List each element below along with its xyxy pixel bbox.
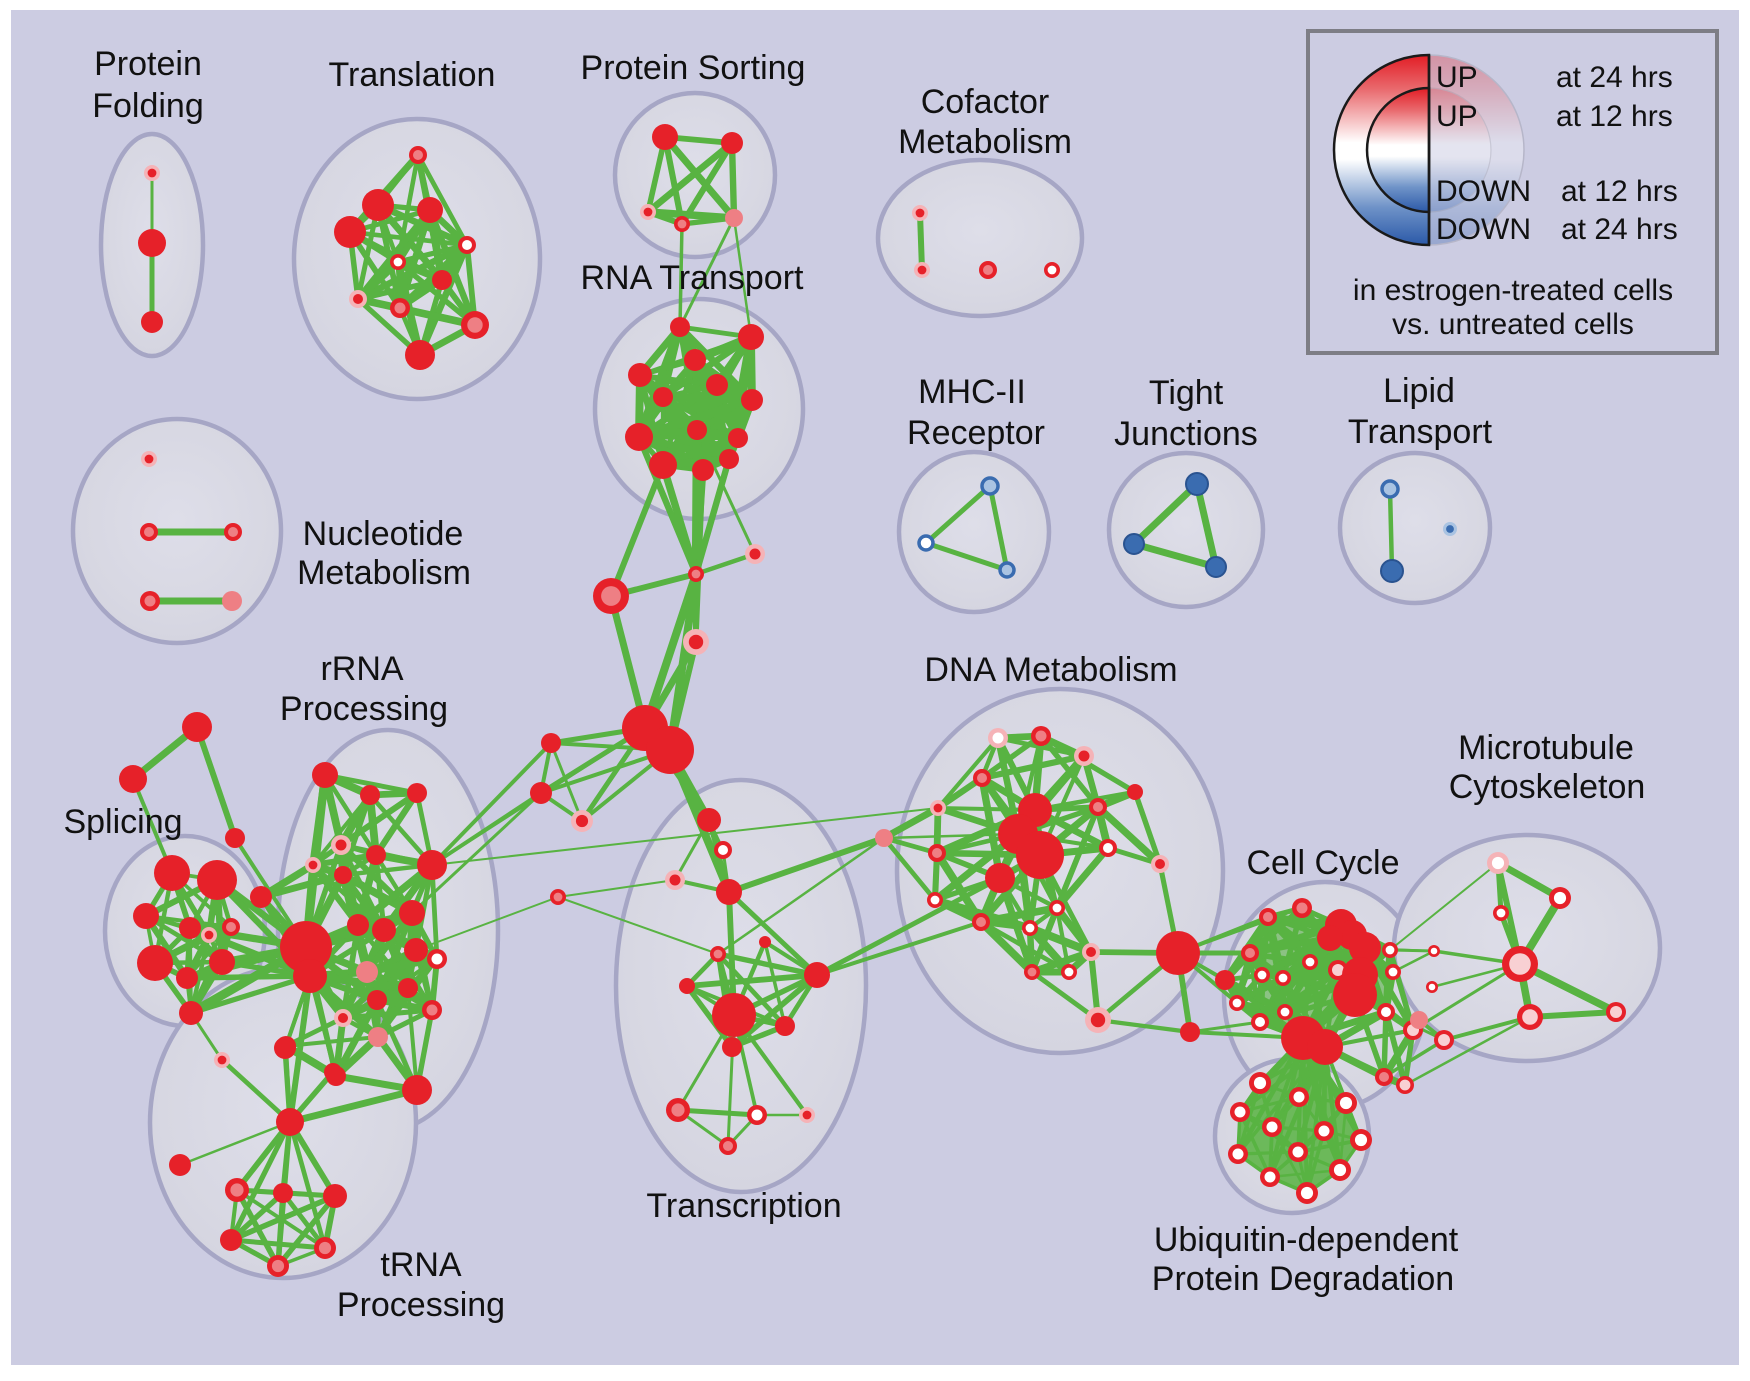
- svg-text:Junctions: Junctions: [1114, 415, 1258, 453]
- svg-text:Cofactor: Cofactor: [921, 83, 1050, 121]
- svg-text:Folding: Folding: [92, 87, 204, 125]
- svg-text:Lipid: Lipid: [1383, 372, 1455, 410]
- svg-text:Protein: Protein: [94, 45, 202, 83]
- svg-text:Protein Sorting: Protein Sorting: [581, 49, 806, 87]
- svg-text:Receptor: Receptor: [907, 414, 1045, 452]
- svg-text:Splicing: Splicing: [63, 803, 182, 841]
- svg-text:at 24 hrs: at 24 hrs: [1561, 213, 1678, 246]
- svg-text:MHC-II: MHC-II: [918, 373, 1026, 411]
- svg-text:Cytoskeleton: Cytoskeleton: [1449, 768, 1646, 806]
- svg-text:DOWN: DOWN: [1436, 175, 1531, 208]
- svg-text:Microtubule: Microtubule: [1458, 729, 1634, 767]
- svg-text:Metabolism: Metabolism: [898, 123, 1072, 161]
- svg-text:Transport: Transport: [1348, 413, 1493, 451]
- svg-text:Translation: Translation: [329, 56, 496, 94]
- svg-text:vs. untreated cells: vs. untreated cells: [1392, 308, 1634, 341]
- svg-text:at 12 hrs: at 12 hrs: [1561, 175, 1678, 208]
- svg-text:Tight: Tight: [1149, 374, 1224, 412]
- svg-text:Nucleotide: Nucleotide: [303, 515, 464, 553]
- svg-text:Processing: Processing: [280, 690, 448, 728]
- svg-text:UP: UP: [1436, 61, 1478, 94]
- svg-text:DNA Metabolism: DNA Metabolism: [924, 651, 1177, 689]
- svg-text:UP: UP: [1436, 100, 1478, 133]
- svg-text:in estrogen-treated cells: in estrogen-treated cells: [1353, 274, 1673, 307]
- svg-text:Transcription: Transcription: [646, 1187, 841, 1225]
- svg-text:DOWN: DOWN: [1436, 213, 1531, 246]
- svg-text:at 12 hrs: at 12 hrs: [1556, 100, 1673, 133]
- svg-text:Processing: Processing: [337, 1286, 505, 1324]
- svg-text:RNA Transport: RNA Transport: [581, 259, 805, 297]
- svg-text:Cell Cycle: Cell Cycle: [1246, 844, 1399, 882]
- svg-text:Metabolism: Metabolism: [297, 554, 471, 592]
- svg-text:tRNA: tRNA: [380, 1246, 462, 1284]
- svg-text:Ubiquitin-dependent: Ubiquitin-dependent: [1154, 1221, 1459, 1259]
- svg-text:Protein Degradation: Protein Degradation: [1152, 1260, 1454, 1298]
- svg-text:at 24 hrs: at 24 hrs: [1556, 61, 1673, 94]
- svg-text:rRNA: rRNA: [320, 650, 403, 688]
